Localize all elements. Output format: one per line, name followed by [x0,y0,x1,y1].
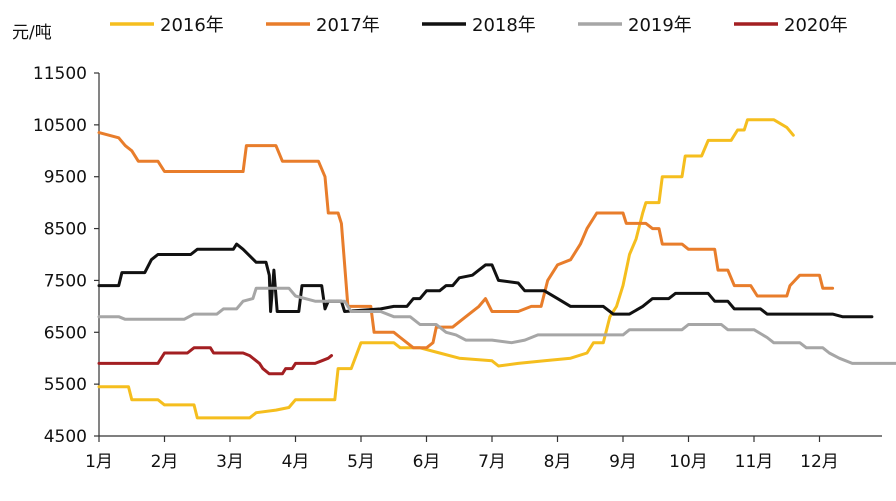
y-axis-unit-label: 元/吨 [12,23,52,43]
y-tick-label: 9500 [44,168,87,188]
x-tick-label: 3月 [216,452,244,472]
x-tick-label: 1月 [85,452,113,472]
x-tick-label: 8月 [544,452,572,472]
x-tick-label: 11月 [735,452,774,472]
x-tick-label: 7月 [478,452,506,472]
legend-label: 2018年 [472,15,536,36]
y-tick-label: 8500 [44,220,87,240]
y-axis: 4500 5500 6500 7500 8500 9500 10500 11500 [33,64,100,447]
series-line-2020年 [97,346,333,376]
series-line-2018年 [97,242,874,319]
y-tick-label: 7500 [44,271,87,291]
x-tick-label: 10月 [669,452,708,472]
series-line-2016年 [97,118,795,420]
legend-label: 2017年 [316,15,380,36]
legend: 2016年 2017年 2018年 2019年 2020年 [110,15,848,36]
x-tick-label: 2月 [151,452,179,472]
x-axis: 1月 2月 3月 4月 5月 6月 7月 8月 9月 10月 11月 12月 [85,435,882,472]
x-tick-label: 4月 [282,452,310,472]
y-tick-label: 4500 [44,427,87,447]
x-tick-label: 6月 [413,452,441,472]
legend-label: 2019年 [628,15,692,36]
y-tick-label: 10500 [33,116,87,136]
y-tick-label: 11500 [33,64,87,84]
series-layer [97,118,896,420]
legend-label: 2016年 [160,15,224,36]
legend-label: 2020年 [784,15,848,36]
series-line-2019年 [97,286,896,365]
x-tick-label: 9月 [609,452,637,472]
x-tick-label: 12月 [800,452,839,472]
series-line-2017年 [97,131,835,350]
y-tick-label: 6500 [44,323,87,343]
y-tick-label: 5500 [44,375,87,395]
x-tick-label: 5月 [347,452,375,472]
